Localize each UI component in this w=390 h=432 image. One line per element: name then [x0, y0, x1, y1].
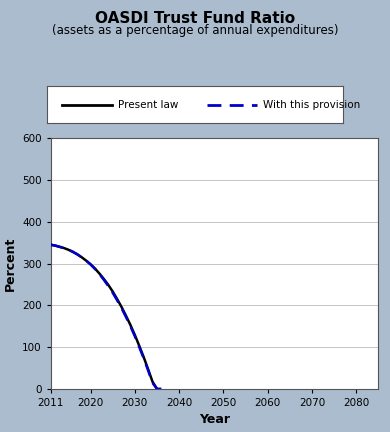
Y-axis label: Percent: Percent — [4, 236, 16, 291]
Text: (assets as a percentage of annual expenditures): (assets as a percentage of annual expend… — [52, 24, 338, 37]
Text: With this provision: With this provision — [263, 100, 360, 110]
Text: OASDI Trust Fund Ratio: OASDI Trust Fund Ratio — [95, 11, 295, 26]
Text: Present law: Present law — [118, 100, 178, 110]
X-axis label: Year: Year — [199, 413, 230, 426]
